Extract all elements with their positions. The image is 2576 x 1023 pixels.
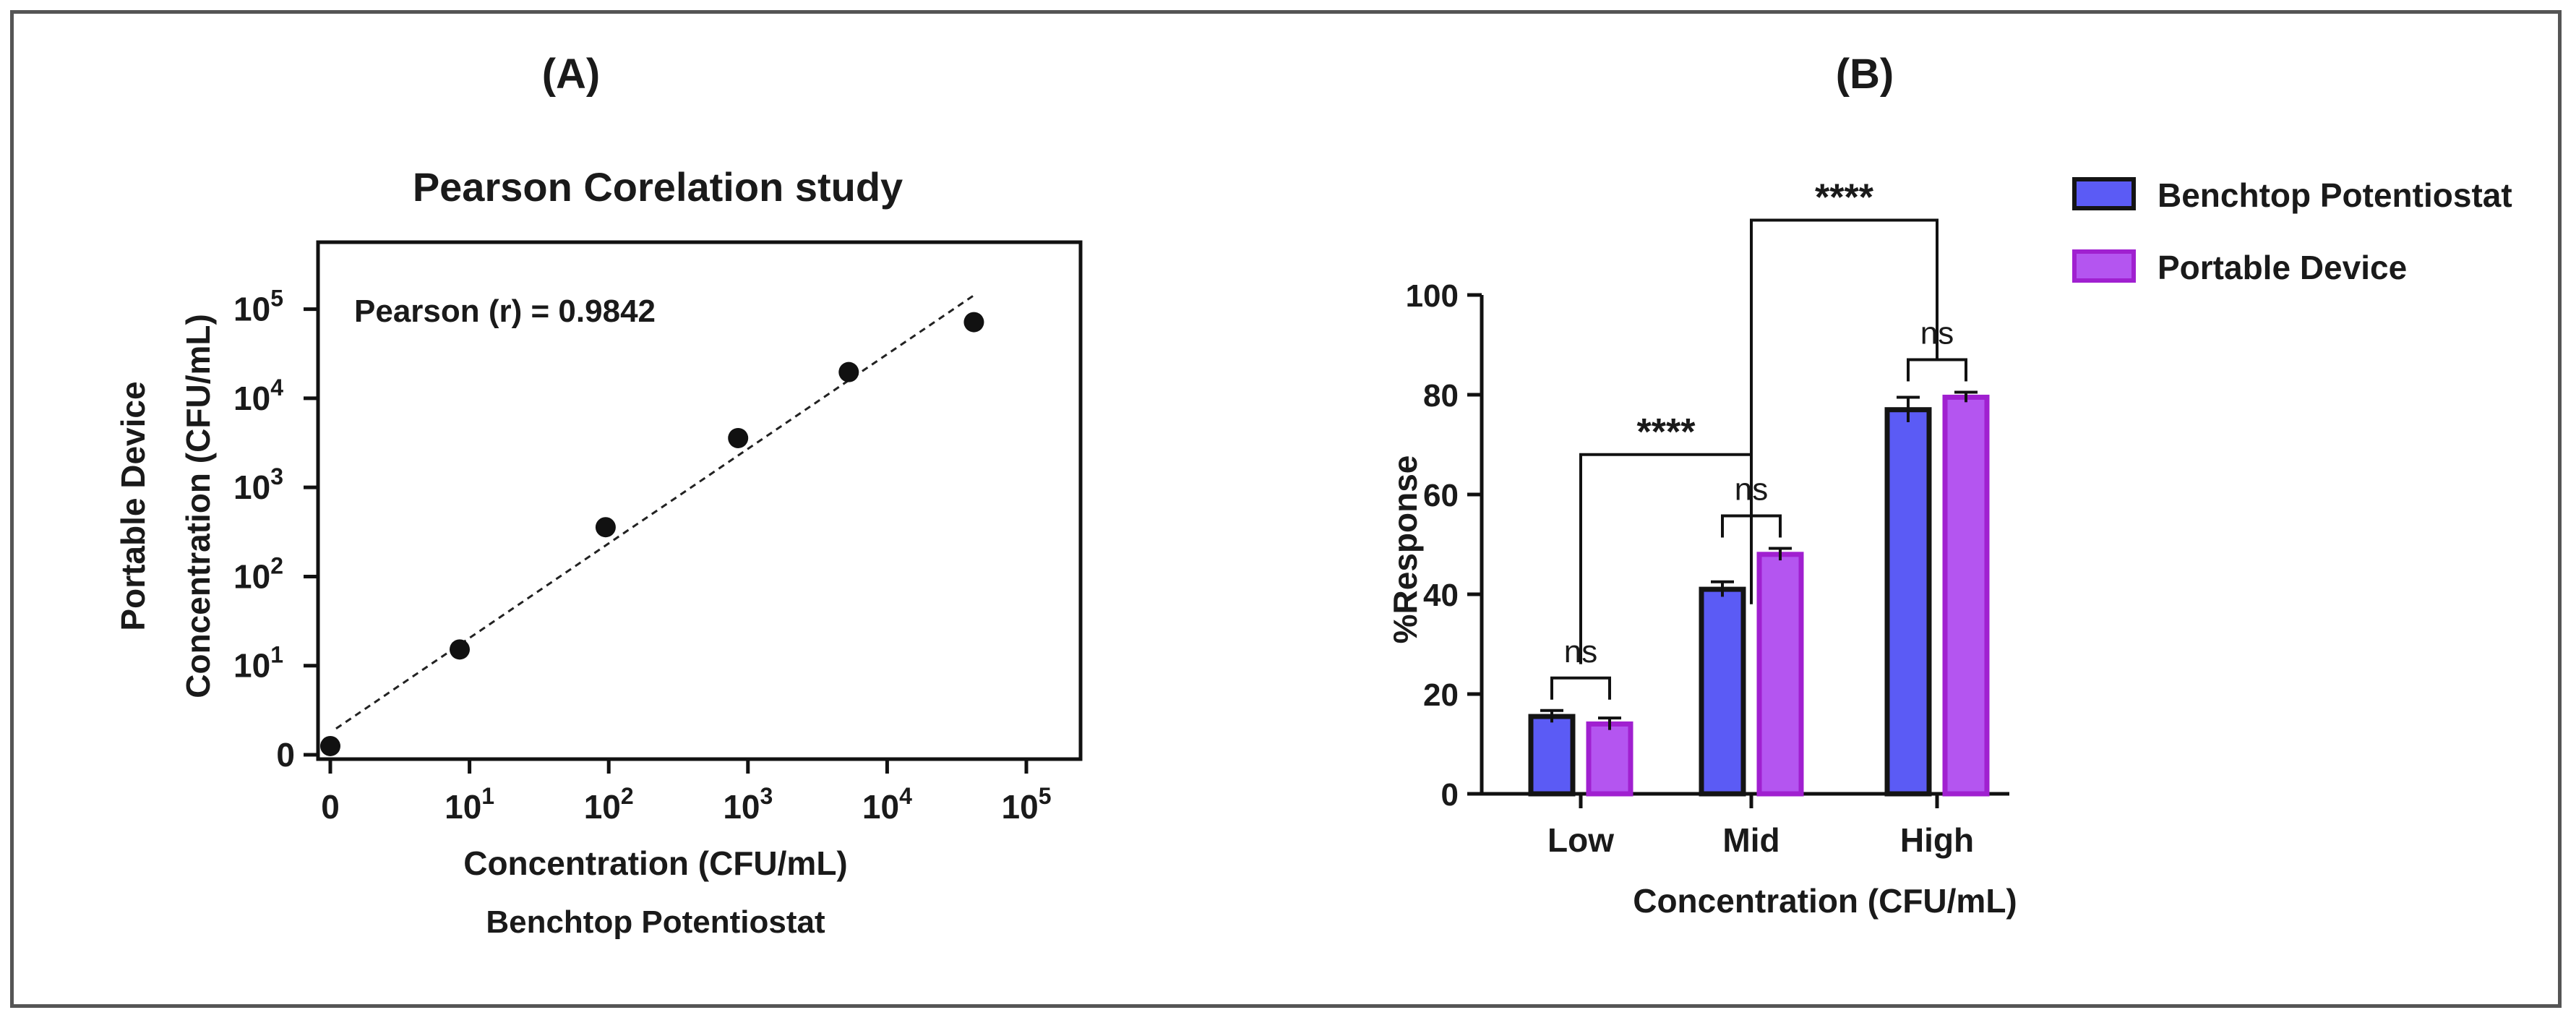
legend-swatch bbox=[2072, 177, 2136, 210]
panel-a-ylabel2: Concentration (CFU/mL) bbox=[179, 314, 217, 698]
panel-a-ylabel: Portable Device bbox=[114, 381, 152, 630]
panel-b-x-tick-label: Mid bbox=[1722, 821, 1779, 859]
significance-label: **** bbox=[1637, 411, 1696, 453]
panel-a-plot: 00 101 101 102 102 103 103 104 104 105 105 bbox=[233, 240, 1083, 826]
panel-b-y-tick-label: 80 bbox=[1423, 378, 1459, 414]
significance-bracket bbox=[1907, 358, 1967, 382]
figure-frame bbox=[10, 10, 2562, 1008]
data-point bbox=[450, 639, 471, 660]
legend-label: Benchtop Potentiostat bbox=[2158, 176, 2512, 214]
panel-a-x-tick-label: 103 bbox=[723, 783, 773, 826]
panel-a-y-tick-label: 104 bbox=[233, 374, 283, 417]
bar bbox=[1699, 586, 1746, 797]
bar bbox=[1756, 552, 1804, 797]
data-point bbox=[320, 735, 340, 756]
pearson-annotation: Pearson (r) = 0.9842 bbox=[354, 294, 656, 329]
panel-b-x-tick-label: Low bbox=[1547, 821, 1614, 859]
panel-a-axes-box bbox=[316, 240, 1083, 761]
panel-b-y-tick-label: 100 bbox=[1406, 278, 1459, 314]
panel-b-y-tick-label: 0 bbox=[1441, 777, 1459, 813]
panel-a-x-tick-label: 102 bbox=[584, 783, 634, 826]
panel-b-y-tick-label: 60 bbox=[1423, 478, 1459, 513]
panel-a-y-tick-label: 102 bbox=[233, 552, 283, 595]
panel-a-xlabel2: Benchtop Potentiostat bbox=[486, 904, 825, 940]
significance-bracket bbox=[1550, 676, 1611, 700]
significance-label: **** bbox=[1815, 177, 1874, 219]
data-point bbox=[963, 312, 984, 333]
panel-a-xlabel: Concentration (CFU/mL) bbox=[463, 844, 848, 882]
panel-b-ylabel: %Response bbox=[1386, 455, 1424, 644]
panel-a-x-tick-label: 105 bbox=[1002, 783, 1052, 826]
panel-a-x-tick-label: 101 bbox=[445, 783, 494, 826]
data-point bbox=[728, 427, 749, 448]
legend-swatch bbox=[2072, 249, 2136, 283]
legend-label: Portable Device bbox=[2158, 249, 2407, 286]
regression-line bbox=[335, 294, 975, 730]
data-point bbox=[838, 361, 859, 382]
bar bbox=[1528, 714, 1576, 797]
panel-b-label: (B) bbox=[1836, 51, 1894, 98]
panel-a-y-tick-label: 103 bbox=[233, 463, 283, 506]
panel-a-y-tick-label: 101 bbox=[233, 642, 283, 685]
panel-a-x-tick-label: 0 bbox=[321, 788, 340, 826]
panel-b-y-tick-label: 40 bbox=[1423, 578, 1459, 613]
bar bbox=[1884, 407, 1932, 797]
panel-a-label: (A) bbox=[542, 51, 601, 98]
panel-a-y-tick-label: 105 bbox=[233, 286, 283, 328]
bar bbox=[1942, 394, 1990, 797]
significance-bracket bbox=[1750, 218, 1939, 604]
panel-a-title: Pearson Corelation study bbox=[413, 164, 903, 210]
data-point bbox=[595, 517, 616, 538]
panel-b-xlabel: Concentration (CFU/mL) bbox=[1633, 882, 2017, 920]
panel-a-y-tick-label: 0 bbox=[276, 736, 295, 774]
panel-a-x-tick-label: 104 bbox=[862, 783, 912, 826]
bar bbox=[1586, 721, 1633, 797]
panel-b-x-tick-label: High bbox=[1900, 821, 1974, 859]
panel-b-y-tick-label: 20 bbox=[1423, 677, 1459, 713]
